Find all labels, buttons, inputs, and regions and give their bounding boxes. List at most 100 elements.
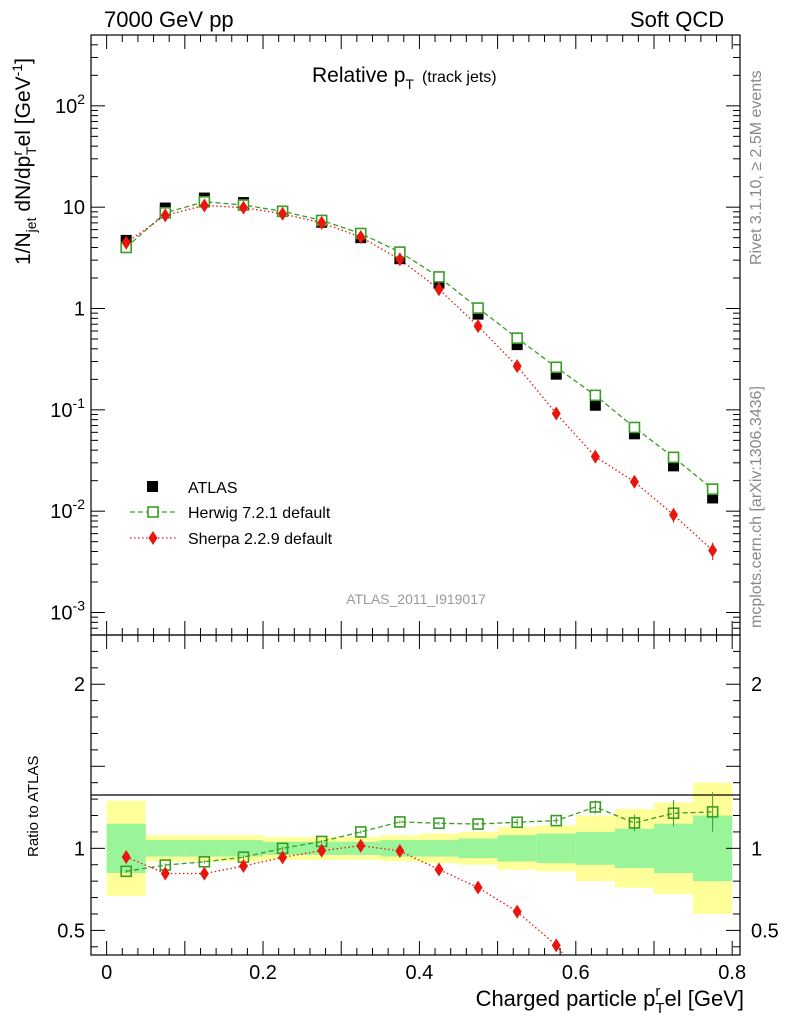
legend-marker-herwig bbox=[147, 506, 159, 518]
y-tick-label: 10-2 bbox=[50, 496, 85, 523]
herwig-ratio-point bbox=[667, 807, 680, 820]
ratio-band-stat bbox=[653, 823, 694, 873]
ratio-y-tick-label: 2 bbox=[74, 674, 85, 696]
herwig-ratio-line bbox=[126, 806, 713, 872]
legend-label-atlas: ATLAS bbox=[188, 480, 238, 497]
y-tick-label: 10-3 bbox=[50, 598, 85, 625]
atlas-point bbox=[707, 492, 719, 504]
legend-label-herwig: Herwig 7.2.1 default bbox=[188, 505, 331, 522]
herwig-point bbox=[550, 361, 563, 374]
sherpa-point bbox=[395, 252, 405, 267]
ratio-axis-ticks bbox=[91, 635, 740, 955]
herwig-point bbox=[589, 389, 602, 402]
ratio-band-stat bbox=[497, 835, 537, 862]
sherpa-ratio-point bbox=[551, 938, 561, 953]
sherpa-point bbox=[278, 206, 288, 221]
y-tick-label: 10 bbox=[63, 197, 85, 219]
sherpa-point bbox=[512, 359, 522, 374]
legend-marker-sherpa bbox=[148, 531, 158, 545]
herwig-ratio-point bbox=[433, 817, 445, 830]
plot-title-extra: (track jets) bbox=[422, 69, 497, 86]
ratio-band-stat bbox=[536, 833, 576, 864]
sherpa-point bbox=[238, 200, 248, 215]
ratio-panel: 0.5 0.51 12 2 0 0.2 0.4 0.6 0.8 Ratio to ATLAS … bbox=[25, 634, 779, 1017]
main-plot-y-axis-label: 1/Njet dN/dprTel [GeV-1] bbox=[9, 58, 39, 265]
sherpa-point bbox=[473, 319, 483, 334]
header-energy: 7000 GeV pp bbox=[104, 7, 234, 32]
main-plot-axis-ticks bbox=[91, 34, 740, 636]
ratio-band-stat bbox=[419, 840, 459, 857]
sherpa-point bbox=[160, 208, 170, 223]
sherpa-ratio-point bbox=[395, 843, 405, 858]
sherpa-ratio-point bbox=[434, 862, 444, 877]
herwig-point bbox=[706, 483, 719, 495]
legend-label-sherpa: Sherpa 2.2.9 default bbox=[188, 531, 333, 548]
sherpa-point bbox=[708, 543, 718, 558]
ratio-y-tick-label-right: 0.5 bbox=[751, 920, 779, 942]
analysis-label: ATLAS_2011_I919017 bbox=[346, 591, 486, 607]
ratio-band-stat bbox=[145, 840, 185, 857]
ratio-band-stat bbox=[184, 840, 224, 857]
ratio-band-stat bbox=[614, 828, 654, 869]
ratio-band-stat bbox=[223, 840, 264, 857]
main-plot-panel: 10-3 10-2 10-1 1 10 102 Relative pT (track jet… bbox=[9, 34, 741, 636]
ratio-y-tick-label-right: 2 bbox=[751, 674, 762, 696]
y-tick-label: 10-1 bbox=[50, 395, 85, 422]
x-tick-label: 0 bbox=[101, 962, 112, 984]
y-tick-label: 1 bbox=[74, 299, 85, 321]
x-axis-label: Charged particle pr Tel [GeV] bbox=[476, 983, 744, 1017]
sherpa-point bbox=[434, 282, 444, 297]
herwig-ratio-point bbox=[706, 806, 719, 818]
sherpa-ratio-point bbox=[512, 904, 522, 919]
sherpa-ratio-point bbox=[356, 838, 366, 853]
herwig-line bbox=[125, 201, 714, 490]
sherpa-point bbox=[551, 406, 561, 421]
herwig-ratio-point bbox=[120, 865, 132, 878]
sherpa-point bbox=[356, 229, 366, 244]
y-tick-label: 102 bbox=[55, 91, 85, 118]
x-tick-label: 0.8 bbox=[718, 962, 746, 984]
ratio-y-tick-labels: 0.5 0.5 1 1 2 2 bbox=[57, 674, 779, 942]
ratio-y-tick-label: 1 bbox=[74, 838, 85, 860]
plot-title: Relative pT (track jets) bbox=[312, 64, 497, 92]
sherpa-point bbox=[199, 198, 209, 213]
sherpa-ratio-point bbox=[238, 859, 248, 874]
atlas-point bbox=[668, 460, 680, 472]
header-process: Soft QCD bbox=[630, 7, 725, 32]
sherpa-ratio-point bbox=[317, 843, 327, 858]
sherpa-point bbox=[669, 507, 679, 522]
ratio-band-stat bbox=[106, 823, 146, 873]
main-plot-y-tick-labels: 10-3 10-2 10-1 1 10 102 bbox=[50, 91, 85, 625]
sherpa-point bbox=[317, 215, 327, 230]
ratio-series bbox=[120, 792, 719, 956]
ratio-y-tick-label-right: 1 bbox=[751, 838, 762, 860]
ratio-band-stat bbox=[575, 831, 615, 865]
sherpa-ratio-point bbox=[199, 866, 209, 881]
plot-title-main: Relative p bbox=[312, 64, 405, 87]
ratio-uncertainty-band bbox=[106, 782, 733, 914]
legend: ATLAS Herwig 7.2.1 default Sherpa 2.2.9 … bbox=[130, 480, 333, 548]
herwig-ratio-point bbox=[354, 826, 367, 838]
herwig-point bbox=[433, 271, 445, 283]
sherpa-line bbox=[125, 204, 714, 551]
ratio-y-tick-label: 0.5 bbox=[57, 920, 85, 942]
herwig-ratio-point bbox=[472, 818, 484, 830]
ratio-y-axis-label: Ratio to ATLAS bbox=[25, 756, 42, 857]
sherpa-ratio-point bbox=[121, 850, 131, 865]
main-plot-series bbox=[120, 192, 719, 560]
sherpa-ratio-point bbox=[473, 880, 483, 895]
atlas-point bbox=[550, 368, 562, 380]
ratio-frame bbox=[90, 634, 741, 956]
x-tick-label: 0.2 bbox=[249, 962, 277, 984]
x-tick-label: 0.4 bbox=[406, 962, 434, 984]
atlas-point bbox=[589, 399, 601, 411]
legend-marker-atlas bbox=[147, 481, 158, 492]
atlas-point bbox=[511, 339, 523, 351]
herwig-ratio-point bbox=[550, 814, 563, 827]
herwig-ratio-point bbox=[628, 817, 641, 829]
atlas-point bbox=[472, 308, 484, 320]
sherpa-ratio-point bbox=[278, 850, 288, 865]
sherpa-ratio-point bbox=[160, 866, 170, 881]
herwig-ratio-point bbox=[394, 816, 406, 828]
